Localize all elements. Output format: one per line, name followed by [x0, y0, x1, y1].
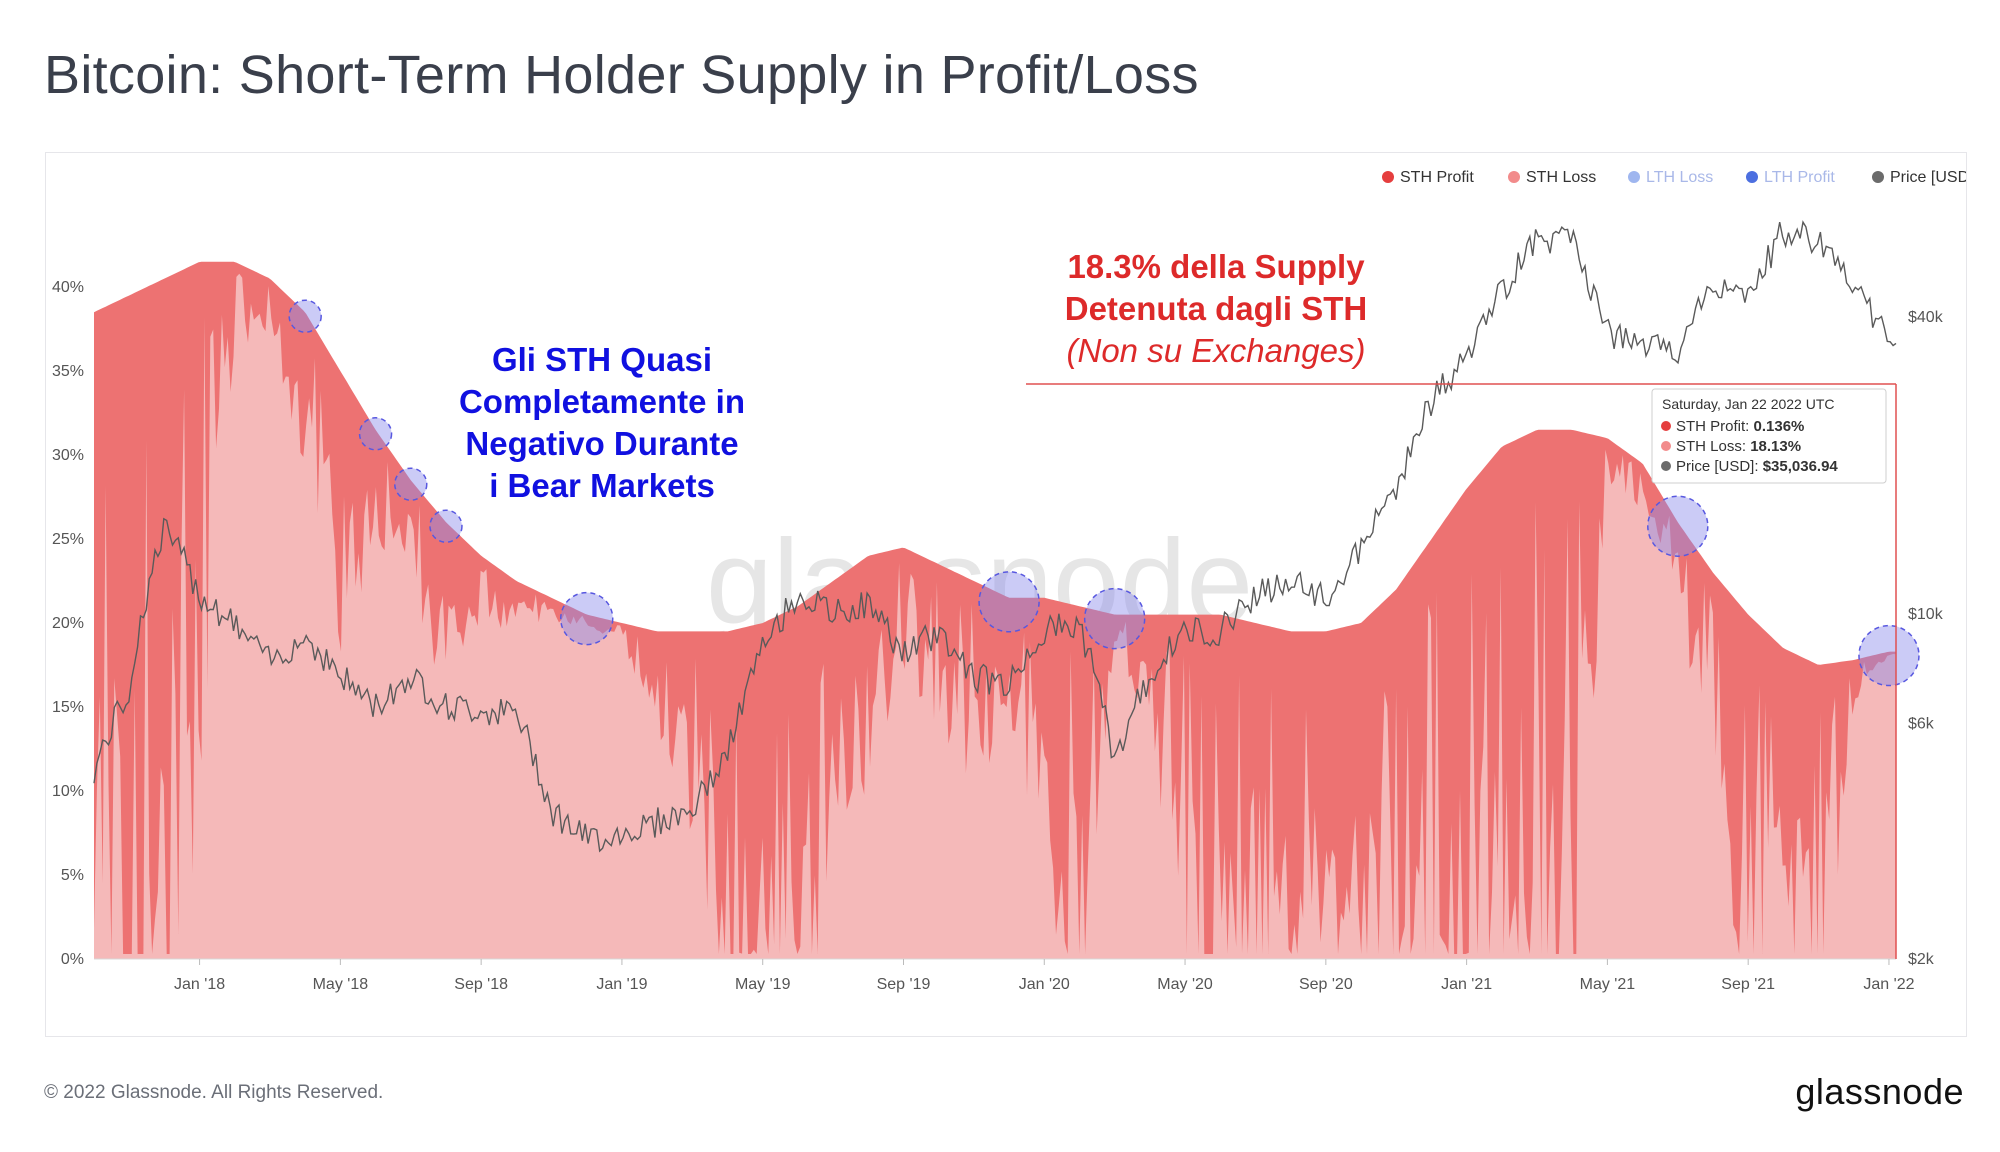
- highlight-marker: [1083, 587, 1146, 650]
- tooltip-dot: [1661, 441, 1671, 451]
- sth-loss-area: [94, 273, 1896, 959]
- x-tick: May '21: [1580, 976, 1636, 993]
- tooltip-box: [1651, 388, 1887, 484]
- x-tick: May '20: [1157, 976, 1213, 993]
- x-tick: Sep '18: [454, 976, 508, 993]
- highlight-marker: [358, 417, 393, 451]
- annotation-blue-line: Negativo Durante: [465, 425, 738, 462]
- tooltip-label: STH Loss:: [1676, 438, 1750, 455]
- x-tick: Jan '20: [1019, 976, 1070, 993]
- y-tick-right: $6k: [1908, 716, 1935, 733]
- legend-label: STH Profit: [1400, 169, 1474, 186]
- y-tick-left: 35%: [52, 363, 84, 380]
- x-tick: Jan '21: [1441, 976, 1492, 993]
- tooltip-dot: [1661, 461, 1671, 471]
- page-title: Bitcoin: Short-Term Holder Supply in Pro…: [44, 45, 1199, 105]
- annotation-blue-line: Completamente in: [459, 383, 745, 420]
- tooltip-label: Price [USD]:: [1676, 458, 1763, 475]
- y-tick-left: 0%: [61, 951, 84, 968]
- tooltip-label: STH Profit:: [1676, 418, 1754, 435]
- tooltip-row: Price [USD]: $35,036.94: [1676, 458, 1838, 475]
- chart-frame: glassnode 0% 5% 10% 15% 20% 25% 30% 35% 40% $2k $6…: [45, 152, 1967, 1037]
- highlight-marker: [559, 591, 614, 646]
- tooltip-row: STH Loss: 18.13%: [1676, 438, 1801, 455]
- y-tick-left: 5%: [61, 867, 84, 884]
- y-tick-right: $40k: [1908, 309, 1944, 326]
- axes-layer: 0% 5% 10% 15% 20% 25% 30% 35% 40% $2k $6k $10k $40k J…: [52, 279, 1944, 993]
- highlight-marker: [394, 467, 428, 501]
- highlight-marker: [978, 571, 1040, 633]
- areas-layer: [94, 261, 1896, 959]
- y-tick-left: 20%: [52, 615, 84, 632]
- legend-dot: [1382, 171, 1394, 183]
- highlight-markers: [288, 299, 1920, 687]
- legend-label: LTH Loss: [1646, 169, 1713, 186]
- highlight-marker: [1647, 495, 1709, 557]
- tooltip-value: $35,036.94: [1763, 458, 1839, 475]
- x-tick: Sep '19: [877, 976, 931, 993]
- annotation-red-line: Detenuta dagli STH: [1065, 290, 1368, 327]
- annotation-red-line: 18.3% della Supply: [1067, 248, 1365, 285]
- legend-label: Price [USD]: [1890, 169, 1966, 186]
- x-tick: Sep '21: [1721, 976, 1775, 993]
- legend-dot: [1628, 171, 1640, 183]
- x-tick: Jan '18: [174, 976, 225, 993]
- x-tick: Sep '20: [1299, 976, 1353, 993]
- chart-canvas: glassnode 0%5%10%15%20%25%30%35%40%$2k$6…: [52, 169, 1966, 993]
- x-tick: Jan '19: [596, 976, 647, 993]
- annotation-red-subtext: (Non su Exchanges): [1067, 332, 1366, 369]
- tooltip-value: 18.13%: [1750, 438, 1801, 455]
- glassnode-logo: glassnode: [1795, 1071, 1964, 1112]
- legend: STH Profit STH Loss LTH Loss LTH Profit Pric…: [1382, 169, 1966, 186]
- price-layer: [93, 220, 1897, 853]
- y-tick-left: 30%: [52, 447, 84, 464]
- y-tick-left: 25%: [52, 531, 84, 548]
- price-line: [93, 220, 1897, 853]
- x-tick: May '19: [735, 976, 791, 993]
- legend-dot: [1872, 171, 1884, 183]
- legend-label: LTH Profit: [1764, 169, 1835, 186]
- y-tick-right: $10k: [1908, 606, 1944, 623]
- legend-dot: [1508, 171, 1520, 183]
- annotations: Gli STH Quasi Completamente in Negativo Du…: [459, 248, 1897, 959]
- copyright-footer: © 2022 Glassnode. All Rights Reserved.: [44, 1082, 384, 1103]
- highlight-marker: [288, 299, 322, 333]
- y-tick-left: 40%: [52, 279, 84, 296]
- legend-label: STH Loss: [1526, 169, 1596, 186]
- annotation-blue-line: i Bear Markets: [489, 467, 715, 504]
- highlight-marker: [429, 509, 463, 543]
- y-tick-right: $2k: [1908, 951, 1935, 968]
- x-tick: May '18: [313, 976, 369, 993]
- tooltip-row: STH Profit: 0.136%: [1676, 418, 1804, 435]
- tooltip-value: 0.136%: [1754, 418, 1805, 435]
- highlight-marker: [1858, 624, 1920, 687]
- annotation-blue-line: Gli STH Quasi: [492, 341, 712, 378]
- tooltip: Saturday, Jan 22 2022 UTC STH Profit: 0.1…: [1651, 388, 1887, 484]
- legend-dot: [1746, 171, 1758, 183]
- tooltip-dot: [1661, 421, 1671, 431]
- x-tick: Jan '22: [1863, 976, 1914, 993]
- y-tick-left: 10%: [52, 783, 84, 800]
- tooltip-date: Saturday, Jan 22 2022 UTC: [1662, 396, 1835, 412]
- y-tick-left: 15%: [52, 699, 84, 716]
